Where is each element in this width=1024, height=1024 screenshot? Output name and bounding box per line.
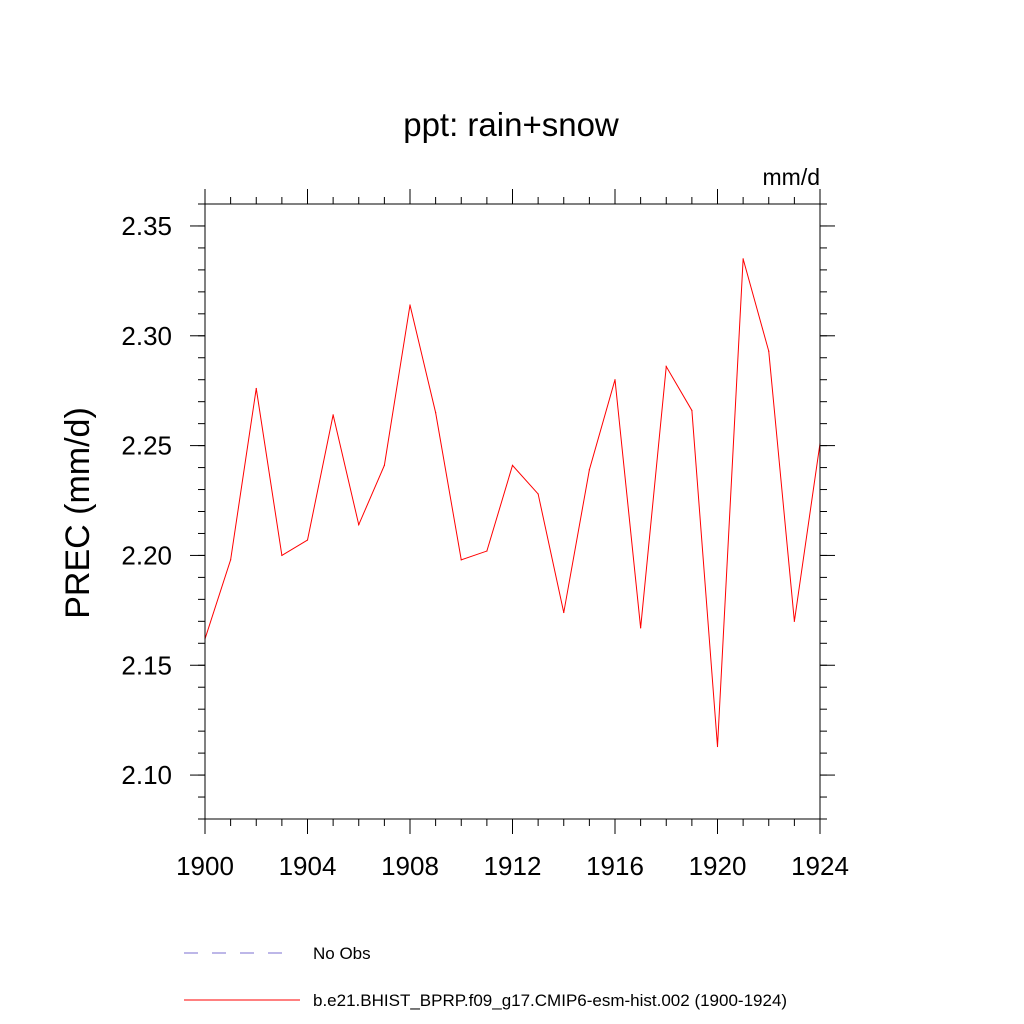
data-point — [793, 620, 795, 622]
data-point — [537, 493, 539, 495]
legend-label-model: b.e21.BHIST_BPRP.f09_g17.CMIP6-esm-hist.… — [313, 991, 787, 1010]
x-tick-label: 1904 — [279, 851, 337, 881]
units-label: mm/d — [763, 164, 821, 190]
data-point — [563, 611, 565, 614]
x-tick-label: 1912 — [484, 851, 542, 881]
data-point — [716, 745, 719, 748]
legend: No Obs b.e21.BHIST_BPRP.f09_g17.CMIP6-es… — [184, 944, 787, 1010]
x-tick-label: 1900 — [176, 851, 234, 881]
data-point — [511, 464, 514, 466]
data-point — [640, 627, 642, 629]
data-points — [204, 258, 821, 748]
data-point — [588, 469, 590, 471]
data-point — [460, 559, 462, 561]
data-point — [332, 414, 334, 416]
data-point — [691, 409, 693, 412]
y-tick-label: 2.25 — [121, 431, 172, 461]
data-point — [409, 304, 411, 306]
y-tick-label: 2.10 — [121, 760, 172, 790]
data-point — [742, 258, 744, 260]
data-point — [358, 524, 360, 526]
data-point — [614, 379, 616, 381]
data-point — [435, 412, 437, 414]
series-line — [204, 258, 821, 747]
x-tick-label: 1908 — [381, 851, 439, 881]
data-point — [486, 550, 488, 552]
chart-title: ppt: rain+snow — [403, 106, 619, 143]
y-axis-label: PREC (mm/d) — [59, 407, 97, 619]
x-tick-label: 1924 — [791, 851, 849, 881]
y-tick-label: 2.20 — [121, 540, 172, 570]
data-point — [383, 464, 385, 466]
data-point — [255, 387, 257, 390]
data-point — [230, 559, 232, 561]
data-point — [306, 539, 309, 541]
legend-label-no-obs: No Obs — [313, 944, 371, 963]
y-tick-label: 2.30 — [121, 321, 172, 351]
data-point — [768, 350, 770, 352]
y-tick-labels: 2.10 2.15 2.20 2.25 2.30 2.35 — [121, 211, 172, 790]
x-tick-labels: 1900 1904 1908 1912 1916 1920 1924 — [176, 851, 849, 881]
x-tick-label: 1920 — [689, 851, 747, 881]
x-tick-label: 1916 — [586, 851, 644, 881]
y-tick-label: 2.15 — [121, 650, 172, 680]
data-point — [281, 554, 283, 557]
data-point — [665, 365, 667, 368]
axis-ticks — [190, 189, 835, 834]
y-tick-label: 2.35 — [121, 211, 172, 241]
plot-frame — [204, 203, 821, 820]
